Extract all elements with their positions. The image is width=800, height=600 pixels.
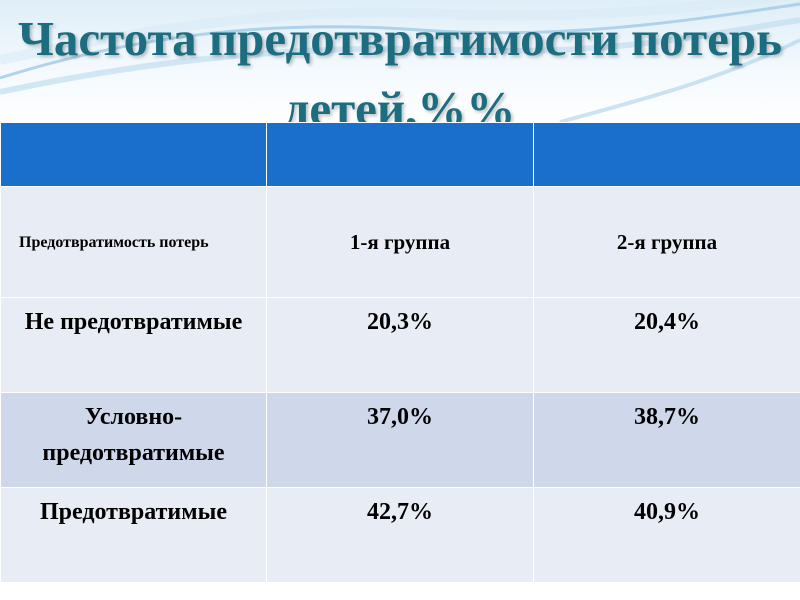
column-header-label: Предотвратимость потерь	[0, 186, 267, 298]
table-row: Условно-предотвратимые 37,0% 38,7%	[0, 392, 800, 488]
row-label: Предотвратимые	[0, 487, 267, 583]
row-value-group2: 20,4%	[533, 297, 800, 393]
row-value-group2: 38,7%	[533, 392, 800, 488]
row-value-group1: 37,0%	[266, 392, 534, 488]
row-value-group1: 42,7%	[266, 487, 534, 583]
table-row: Предотвратимые 42,7% 40,9%	[0, 487, 800, 583]
prevention-table: Предотвратимость потерь 1-я группа 2-я г…	[0, 122, 800, 583]
table-row: Не предотвратимые 20,3% 20,4%	[0, 297, 800, 393]
title-banner: Частота предотвратимости потерь детей,%%	[0, 0, 800, 136]
header-band-row	[0, 122, 800, 187]
column-header-row: Предотвратимость потерь 1-я группа 2-я г…	[0, 186, 800, 298]
wave-decoration	[0, 0, 800, 122]
row-value-group2: 40,9%	[533, 487, 800, 583]
row-value-group1: 20,3%	[266, 297, 534, 393]
column-header-group1: 1-я группа	[266, 186, 534, 298]
header-band-cell	[533, 122, 800, 187]
header-band-cell	[0, 122, 267, 187]
row-label: Условно-предотвратимые	[0, 392, 267, 488]
header-band-cell	[266, 122, 534, 187]
column-header-group2: 2-я группа	[533, 186, 800, 298]
row-label: Не предотвратимые	[0, 297, 267, 393]
